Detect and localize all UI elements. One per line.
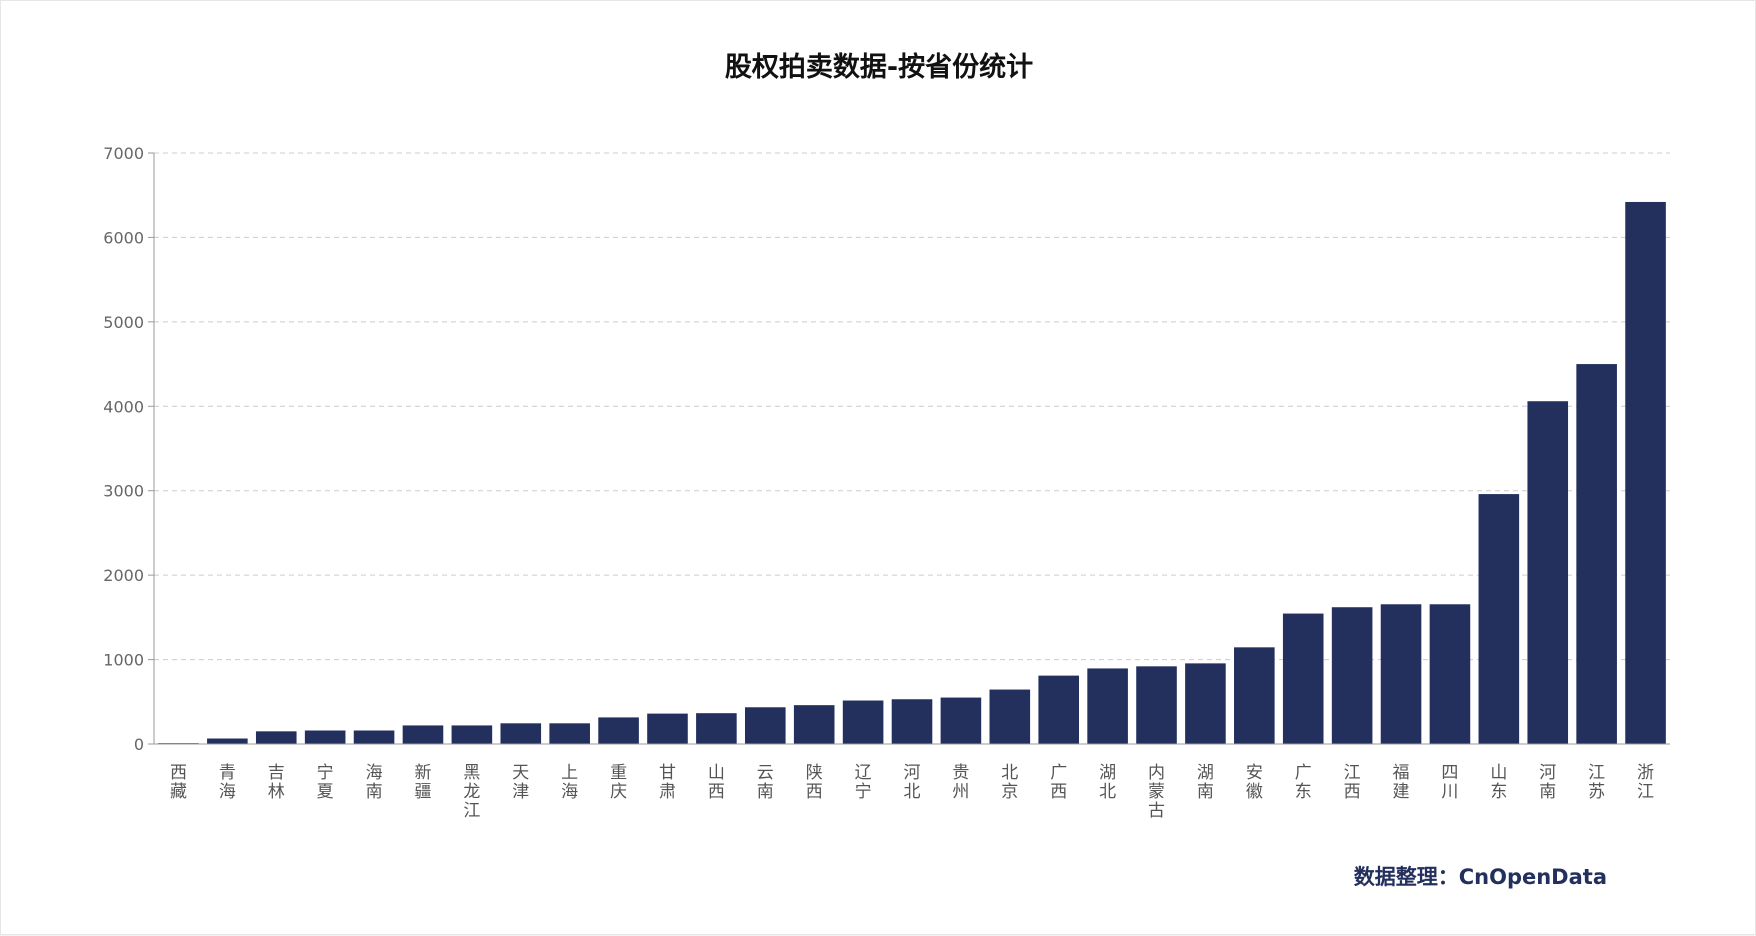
x-tick-label: 云南	[757, 763, 774, 802]
x-tick-label: 新疆	[414, 763, 431, 802]
y-tick-label: 2000	[103, 566, 144, 585]
bar	[1331, 607, 1373, 744]
bar	[353, 730, 395, 744]
bar	[1380, 604, 1422, 744]
bar	[402, 725, 444, 744]
bar	[549, 723, 590, 744]
x-tick-label: 福建	[1393, 763, 1410, 802]
x-tick-label: 北京	[1001, 763, 1018, 802]
x-tick-label: 山西	[708, 763, 725, 802]
x-tick-label: 江西	[1344, 763, 1361, 802]
bar	[793, 705, 835, 744]
bar	[1185, 663, 1226, 744]
bar	[1038, 675, 1080, 744]
bar	[696, 713, 737, 744]
bar	[891, 699, 933, 744]
bar	[647, 713, 688, 744]
axes	[153, 153, 1670, 745]
x-tick-label: 陕西	[806, 763, 823, 802]
x-tick-label: 甘肃	[659, 763, 676, 802]
bar	[1576, 364, 1617, 744]
y-tick-label: 0	[134, 735, 144, 754]
x-tick-label: 重庆	[610, 763, 627, 802]
y-tick-label: 4000	[103, 397, 144, 416]
bar	[451, 725, 493, 744]
y-tick-label: 3000	[103, 482, 144, 501]
bar	[989, 689, 1031, 744]
bar	[1282, 613, 1324, 744]
bar	[1429, 604, 1471, 744]
bar	[1527, 401, 1569, 744]
y-tick-label: 6000	[103, 228, 144, 247]
x-tick-label: 海南	[366, 763, 383, 802]
bar	[1087, 668, 1128, 744]
x-tick-label: 吉林	[268, 763, 285, 802]
bar	[842, 700, 884, 744]
x-tick-label: 河北	[904, 763, 921, 802]
x-tick-label: 贵州	[952, 763, 969, 802]
bar	[940, 697, 982, 744]
x-tick-label: 广西	[1050, 763, 1067, 802]
x-tick-label: 湖北	[1099, 763, 1116, 802]
x-axis-ticks: 西藏青海吉林宁夏海南新疆黑龙江天津上海重庆甘肃山西云南陕西辽宁河北贵州北京广西湖…	[170, 763, 1654, 821]
y-axis-ticks: 0 1000 2000 3000 4000 5000 6000 7000	[103, 144, 144, 754]
bar	[1625, 201, 1666, 744]
x-tick-label: 辽宁	[855, 763, 872, 802]
x-tick-label: 安徽	[1246, 763, 1263, 802]
y-tick-label: 5000	[103, 313, 144, 332]
x-tick-label: 西藏	[170, 763, 187, 802]
bar	[598, 717, 639, 744]
bar	[500, 723, 542, 744]
bar	[304, 730, 346, 744]
x-tick-label: 山东	[1490, 763, 1507, 802]
x-tick-label: 黑龙江	[463, 763, 480, 821]
bar	[1478, 494, 1520, 744]
bar	[1136, 666, 1177, 744]
x-tick-label: 湖南	[1197, 763, 1214, 802]
bars	[158, 201, 1666, 744]
x-tick-label: 四川	[1441, 763, 1458, 802]
x-tick-label: 宁夏	[317, 763, 334, 802]
x-tick-label: 河南	[1539, 763, 1556, 802]
bar	[1234, 647, 1275, 744]
bar	[744, 707, 786, 744]
bar	[207, 738, 248, 744]
data-source-credit: 数据整理：CnOpenData	[1353, 865, 1607, 889]
chart-title: 股权拍卖数据-按省份统计	[724, 52, 1034, 83]
bar	[255, 731, 297, 744]
x-tick-label: 江苏	[1588, 763, 1605, 802]
x-tick-label: 青海	[219, 763, 236, 802]
x-tick-label: 广东	[1295, 763, 1312, 802]
x-tick-label: 上海	[561, 763, 578, 802]
y-tick-label: 1000	[103, 651, 144, 670]
gridlines	[148, 152, 1670, 745]
y-tick-label: 7000	[103, 144, 144, 163]
x-tick-label: 天津	[512, 763, 529, 802]
x-tick-label: 内蒙古	[1148, 763, 1165, 821]
x-tick-label: 浙江	[1637, 763, 1654, 802]
